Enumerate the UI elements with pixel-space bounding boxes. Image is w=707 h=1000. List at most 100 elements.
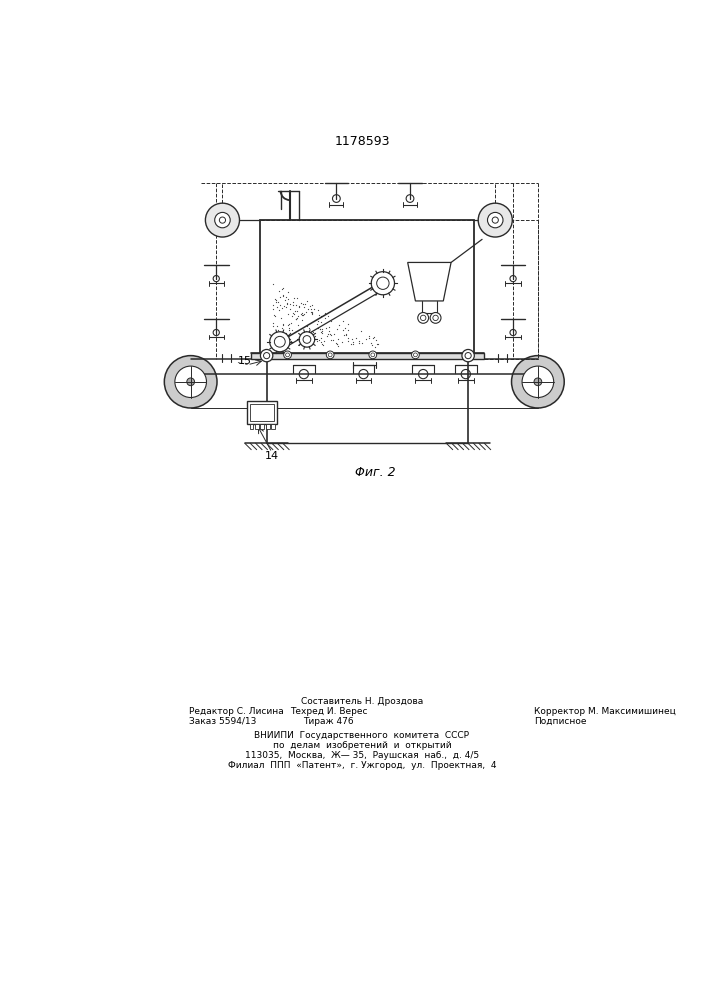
Point xyxy=(316,314,327,330)
Point xyxy=(337,313,349,329)
Point xyxy=(332,331,344,347)
Point xyxy=(350,330,361,346)
Point xyxy=(277,280,288,296)
Point xyxy=(274,302,285,318)
Point xyxy=(325,326,336,342)
Point xyxy=(274,283,285,299)
Bar xyxy=(260,220,474,359)
Point xyxy=(318,307,329,323)
Point xyxy=(296,305,308,321)
Point xyxy=(290,311,301,327)
Point xyxy=(284,316,295,332)
Point xyxy=(322,326,333,342)
Circle shape xyxy=(284,351,291,359)
Point xyxy=(291,297,302,313)
Polygon shape xyxy=(408,262,451,301)
Point xyxy=(269,308,280,324)
Point xyxy=(307,305,318,321)
Point xyxy=(285,331,296,347)
Point xyxy=(341,327,352,343)
Point xyxy=(283,284,294,300)
Point xyxy=(337,334,348,350)
Bar xyxy=(266,424,270,429)
Point xyxy=(330,335,341,351)
Point xyxy=(323,308,334,324)
Point xyxy=(293,331,304,347)
Point xyxy=(288,294,299,310)
Point xyxy=(311,320,322,336)
Point xyxy=(287,297,298,313)
Point xyxy=(296,312,308,328)
Text: 14: 14 xyxy=(265,451,279,461)
Point xyxy=(311,316,322,332)
Point xyxy=(316,321,327,337)
Point xyxy=(278,298,289,314)
Point xyxy=(307,297,318,313)
Point xyxy=(278,288,289,304)
Bar xyxy=(247,401,276,424)
Point xyxy=(303,328,315,344)
Point xyxy=(316,323,327,339)
Point xyxy=(271,299,283,315)
Point xyxy=(297,296,308,312)
Circle shape xyxy=(418,312,428,323)
Point xyxy=(342,330,354,346)
Point xyxy=(272,328,284,344)
Point xyxy=(292,303,303,319)
Point xyxy=(334,317,345,333)
Point xyxy=(280,289,291,305)
Point xyxy=(303,301,314,317)
Point xyxy=(300,323,311,339)
Point xyxy=(284,322,295,338)
Point xyxy=(316,325,327,341)
Point xyxy=(288,305,299,321)
Point xyxy=(276,281,288,297)
Point xyxy=(315,330,327,346)
Point xyxy=(270,292,281,308)
Text: 15: 15 xyxy=(238,356,252,366)
Point xyxy=(339,327,350,343)
Point xyxy=(296,295,307,311)
Point xyxy=(313,307,325,323)
Circle shape xyxy=(534,378,542,386)
Point xyxy=(342,333,354,349)
Point xyxy=(267,327,278,343)
Point xyxy=(305,298,316,314)
Point xyxy=(361,331,372,347)
Point xyxy=(267,318,279,334)
Point xyxy=(272,294,284,310)
Circle shape xyxy=(488,212,503,228)
Point xyxy=(270,323,281,339)
Text: Корректор М. Максимишинец: Корректор М. Максимишинец xyxy=(534,707,676,716)
Point xyxy=(327,332,339,348)
Point xyxy=(267,328,279,344)
Point xyxy=(271,294,282,310)
Text: ВНИИПИ  Государственного  комитета  СССР: ВНИИПИ Государственного комитета СССР xyxy=(255,731,469,740)
Point xyxy=(284,325,296,341)
Point xyxy=(282,291,293,307)
Point xyxy=(305,304,317,320)
Point xyxy=(354,335,365,351)
Point xyxy=(299,333,310,349)
Point xyxy=(293,298,305,314)
Point xyxy=(323,323,334,339)
Point xyxy=(296,307,308,323)
Circle shape xyxy=(462,349,474,362)
Point xyxy=(272,322,284,338)
Point xyxy=(305,301,317,317)
Point xyxy=(311,333,322,349)
Point xyxy=(315,324,327,340)
Point xyxy=(292,317,303,333)
Point xyxy=(291,311,302,327)
Point xyxy=(284,301,296,317)
Circle shape xyxy=(369,351,377,359)
Circle shape xyxy=(327,351,334,359)
Text: Φиг. 2: Φиг. 2 xyxy=(355,466,395,479)
Point xyxy=(267,339,279,355)
Point xyxy=(281,296,293,312)
Point xyxy=(293,332,305,348)
Point xyxy=(332,321,343,337)
Point xyxy=(284,320,295,336)
Point xyxy=(342,322,354,338)
Point xyxy=(283,306,294,322)
